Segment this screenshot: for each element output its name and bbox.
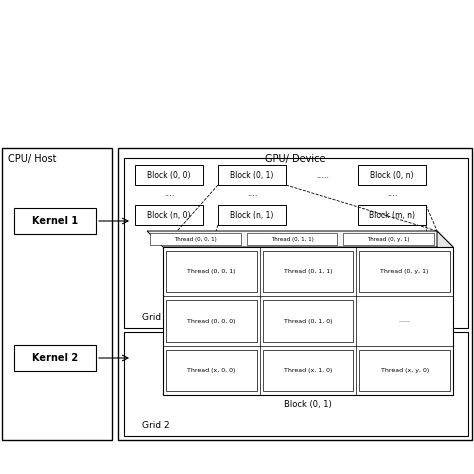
FancyBboxPatch shape <box>2 148 112 440</box>
Text: Grid 1: Grid 1 <box>142 313 170 322</box>
Text: ....: .... <box>164 189 174 198</box>
Text: GPU/ Device: GPU/ Device <box>265 154 325 164</box>
FancyBboxPatch shape <box>166 350 256 391</box>
FancyBboxPatch shape <box>263 301 353 342</box>
FancyBboxPatch shape <box>163 247 453 395</box>
FancyBboxPatch shape <box>263 350 353 391</box>
FancyBboxPatch shape <box>218 165 286 185</box>
Polygon shape <box>147 231 453 247</box>
Text: Kernel 2: Kernel 2 <box>32 353 78 363</box>
FancyBboxPatch shape <box>359 350 450 391</box>
FancyBboxPatch shape <box>14 208 96 234</box>
Text: Block (0, n): Block (0, n) <box>370 171 414 180</box>
Text: Thread (x, y, 0): Thread (x, y, 0) <box>381 368 429 373</box>
Text: Block (0, 1): Block (0, 1) <box>230 171 273 180</box>
Text: .....: ..... <box>317 171 329 180</box>
FancyBboxPatch shape <box>135 165 203 185</box>
Text: Kernel 1: Kernel 1 <box>32 216 78 226</box>
FancyBboxPatch shape <box>14 345 96 371</box>
FancyBboxPatch shape <box>124 332 468 436</box>
Text: Thread (0, 0, 1): Thread (0, 0, 1) <box>174 237 217 241</box>
Text: Thread (0, y, 1): Thread (0, y, 1) <box>381 269 429 274</box>
FancyBboxPatch shape <box>263 251 353 292</box>
Text: Block (n, 0): Block (n, 0) <box>147 210 191 219</box>
Text: Thread (0, 0, 1): Thread (0, 0, 1) <box>187 269 236 274</box>
Text: Thread (x, 1, 0): Thread (x, 1, 0) <box>284 368 332 373</box>
Text: Block (m, n): Block (m, n) <box>369 210 415 219</box>
FancyBboxPatch shape <box>343 233 434 245</box>
FancyBboxPatch shape <box>124 158 468 328</box>
Text: CPU/ Host: CPU/ Host <box>8 154 56 164</box>
FancyBboxPatch shape <box>135 205 203 225</box>
FancyBboxPatch shape <box>359 251 450 292</box>
FancyBboxPatch shape <box>150 233 241 245</box>
Text: Block (n, 1): Block (n, 1) <box>230 210 273 219</box>
FancyBboxPatch shape <box>358 165 426 185</box>
Text: Thread (0, 1, 1): Thread (0, 1, 1) <box>271 237 313 241</box>
FancyBboxPatch shape <box>118 148 472 440</box>
Polygon shape <box>437 231 453 395</box>
FancyBboxPatch shape <box>218 205 286 225</box>
Text: Thread (0, y, 1): Thread (0, y, 1) <box>367 237 410 241</box>
FancyBboxPatch shape <box>246 233 337 245</box>
Text: ....: .... <box>247 189 257 198</box>
Text: ......: ...... <box>399 319 410 323</box>
Text: Thread (0, 0, 0): Thread (0, 0, 0) <box>187 319 236 323</box>
FancyBboxPatch shape <box>166 251 256 292</box>
FancyBboxPatch shape <box>166 301 256 342</box>
Text: ....: .... <box>387 189 397 198</box>
Text: Thread (0, 1, 1): Thread (0, 1, 1) <box>284 269 332 274</box>
FancyBboxPatch shape <box>358 205 426 225</box>
Text: Block (0, 0): Block (0, 0) <box>147 171 191 180</box>
Text: Thread (0, 1, 0): Thread (0, 1, 0) <box>284 319 332 323</box>
Text: Block (0, 1): Block (0, 1) <box>284 401 332 410</box>
Text: Grid 2: Grid 2 <box>142 421 170 430</box>
Text: Thread (x, 0, 0): Thread (x, 0, 0) <box>187 368 236 373</box>
